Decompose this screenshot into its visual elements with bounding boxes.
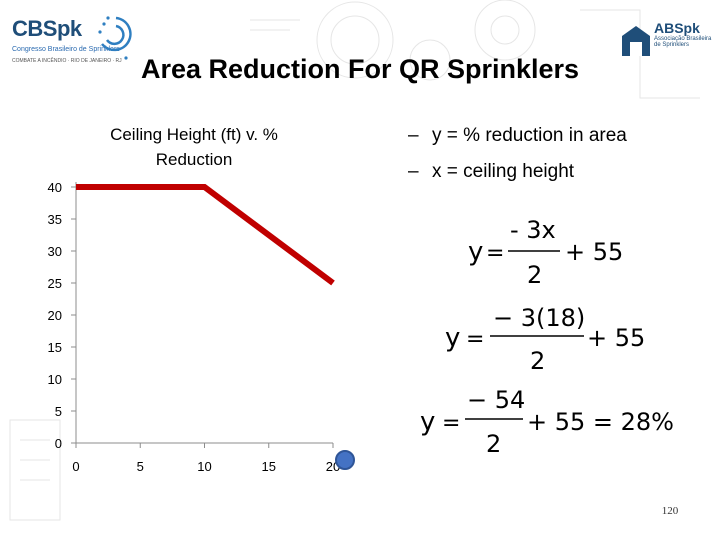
definition-item: – y = % reduction in area: [408, 118, 627, 154]
end-marker-dot: [335, 450, 355, 470]
cbspk-logo-tagline: COMBATE A INCÊNDIO · RIO DE JANEIRO · RJ: [12, 58, 122, 64]
cbspk-logo: CBSpk Congresso Brasileiro de Sprinklers…: [8, 10, 133, 68]
definition-item: – x = ceiling height: [408, 154, 627, 190]
eq2-tail: + 55: [587, 324, 645, 352]
eq2-denominator: 2: [530, 347, 545, 375]
abspk-logo-text: ABSpk: [654, 20, 700, 36]
eq1-denominator: 2: [527, 261, 542, 289]
abspk-emblem-icon: [622, 26, 650, 56]
bullet-dash: –: [408, 125, 419, 146]
chart-title: Ceiling Height (ft) v. % Reduction: [110, 125, 278, 169]
y-tick-label: 40: [48, 180, 62, 195]
eq2-lhs: y: [445, 323, 460, 353]
y-tick-label: 20: [48, 308, 62, 323]
y-tick-label: 35: [48, 212, 62, 227]
definition-list: – y = % reduction in area – x = ceiling …: [408, 118, 627, 190]
cbspk-logo-text: CBSpk: [12, 16, 82, 41]
y-tick-label: 0: [55, 436, 62, 451]
y-tick-label: 10: [48, 372, 62, 387]
eq3-lhs: y: [420, 407, 435, 437]
eq1-lhs: y: [468, 237, 483, 267]
equation-1: y = - 3x 2 + 55: [468, 216, 623, 289]
eq3-numerator: − 54: [467, 386, 525, 414]
page-number: 120: [661, 505, 679, 517]
x-tick-label: 15: [262, 459, 276, 474]
abspk-logo-subtitle: Associação Brasileira de Sprinklers: [654, 36, 712, 48]
eq1-tail: + 55: [565, 238, 623, 266]
cbspk-logo-subtitle: Congresso Brasileiro de Sprinklers: [12, 46, 120, 53]
eq1-numerator: - 3x: [510, 216, 556, 244]
eq3-tail: + 55 = 28%: [527, 408, 674, 436]
y-tick-label: 30: [48, 244, 62, 259]
eq2-numerator: − 3(18): [493, 304, 585, 332]
x-tick-label: 10: [197, 459, 211, 474]
eq3-equals: =: [442, 411, 460, 436]
x-tick-label: 5: [137, 459, 144, 474]
eq2-equals: =: [466, 327, 484, 352]
eq3-denominator: 2: [486, 430, 501, 458]
slide-title: Area Reduction For QR Sprinklers: [140, 54, 580, 84]
x-tick-label: 0: [72, 459, 79, 474]
equation-2: y = − 3(18) 2 + 55: [445, 304, 645, 375]
equation-3: y = − 54 2 + 55 = 28%: [420, 386, 674, 458]
eq1-equals: =: [486, 241, 504, 266]
bullet-dash: –: [408, 161, 419, 182]
abspk-logo: ABSpk Associação Brasileira de Sprinkler…: [618, 20, 714, 64]
y-tick-label: 25: [48, 276, 62, 291]
definition-text: y = % reduction in area: [432, 125, 627, 146]
y-tick-label: 5: [55, 404, 62, 419]
y-tick-label: 15: [48, 340, 62, 355]
sprinkler-swirl-icon: [98, 16, 132, 60]
definition-text: x = ceiling height: [432, 161, 575, 182]
